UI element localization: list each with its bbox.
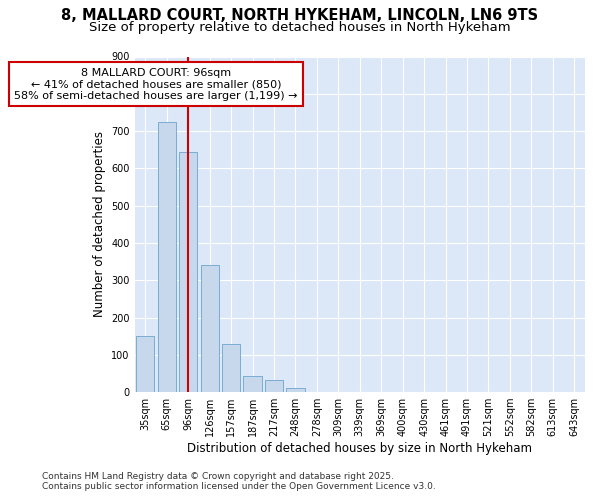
- Bar: [179, 152, 197, 392]
- Text: 8 MALLARD COURT: 96sqm
← 41% of detached houses are smaller (850)
58% of semi-de: 8 MALLARD COURT: 96sqm ← 41% of detached…: [14, 68, 298, 101]
- Bar: [244, 376, 262, 392]
- Text: Contains HM Land Registry data © Crown copyright and database right 2025.
Contai: Contains HM Land Registry data © Crown c…: [42, 472, 436, 491]
- Bar: [158, 122, 176, 392]
- Text: 8, MALLARD COURT, NORTH HYKEHAM, LINCOLN, LN6 9TS: 8, MALLARD COURT, NORTH HYKEHAM, LINCOLN…: [61, 8, 539, 22]
- Bar: [136, 336, 154, 392]
- Bar: [265, 380, 283, 392]
- Bar: [200, 266, 219, 392]
- Text: Size of property relative to detached houses in North Hykeham: Size of property relative to detached ho…: [89, 21, 511, 34]
- Bar: [222, 344, 240, 392]
- Bar: [286, 388, 305, 392]
- Y-axis label: Number of detached properties: Number of detached properties: [92, 132, 106, 318]
- X-axis label: Distribution of detached houses by size in North Hykeham: Distribution of detached houses by size …: [187, 442, 532, 455]
